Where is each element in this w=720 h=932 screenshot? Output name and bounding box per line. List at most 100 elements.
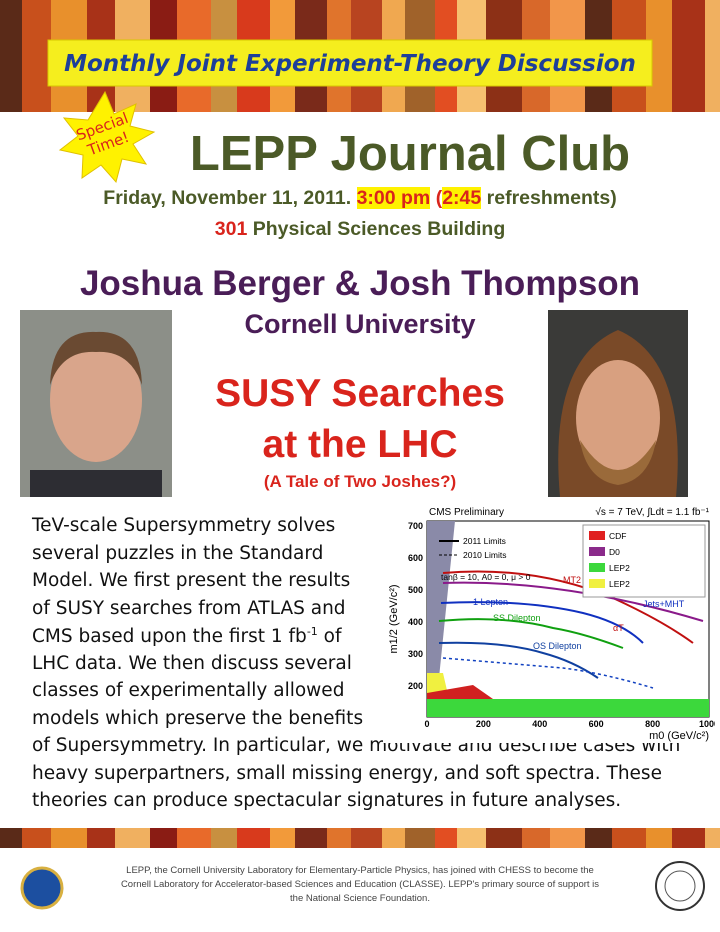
fig-curve-label: αT xyxy=(613,623,624,633)
stripe xyxy=(550,828,585,848)
legend-swatch xyxy=(589,531,605,540)
abstract-line: theories can produce spectacular signatu… xyxy=(32,790,621,811)
abstract-line: classes of experimentally allowed xyxy=(32,680,344,701)
time: 3:00 pm xyxy=(356,187,431,209)
photo-hair xyxy=(50,331,142,385)
stripe xyxy=(22,828,51,848)
stripe xyxy=(522,828,550,848)
refreshments: refreshments) xyxy=(486,187,617,209)
abstract-text: of SUSY searches from ATLAS and xyxy=(32,597,346,619)
abstract-line: of SUSY searches from ATLAS and xyxy=(32,598,346,619)
fig-y-tick: 300 xyxy=(408,649,423,659)
curve xyxy=(438,641,599,679)
fig-legend: 2011 Limits xyxy=(463,536,506,546)
legend-swatch xyxy=(589,563,605,572)
footer-line: Cornell Laboratory for Accelerator-based… xyxy=(120,879,600,890)
building: Physical Sciences Building xyxy=(252,218,506,240)
date: Friday, November 11, 2011. xyxy=(103,187,352,209)
stripe xyxy=(0,0,22,112)
stripe xyxy=(295,828,327,848)
talk-title: SUSY Searches xyxy=(215,372,505,415)
stripe xyxy=(150,828,177,848)
stripe xyxy=(237,828,270,848)
stripe xyxy=(211,828,237,848)
stripe xyxy=(457,828,486,848)
fig-legend-right: LEP2 xyxy=(609,579,630,589)
curve xyxy=(438,618,624,649)
date-line: Friday, November 11, 2011. 3:00 pm (2:45… xyxy=(0,187,720,210)
footer-line: the National Science Foundation. xyxy=(290,893,430,904)
stripe xyxy=(585,828,612,848)
speakers: Joshua Berger & Josh Thompson xyxy=(79,264,641,303)
fig-y-label: m1/2 (GeV/c²) xyxy=(388,584,400,653)
abstract-text: heavy superpartners, small missing energ… xyxy=(32,762,662,784)
footer-line: LEPP, the Cornell University Laboratory … xyxy=(126,865,594,876)
abstract-line: heavy superpartners, small missing energ… xyxy=(32,763,662,784)
fig-legend-right: LEP2 xyxy=(609,563,630,573)
banner-text: Monthly Joint Experiment-Theory Discussi… xyxy=(64,51,636,77)
fig-x-tick: 600 xyxy=(589,719,604,729)
fig-curve-label: OS Dilepton xyxy=(533,641,582,651)
fig-legend: 2010 Limits xyxy=(463,550,506,560)
abstract-text: TeV-scale Supersymmetry solves xyxy=(32,515,336,536)
abstract-text: Model. We first present the results xyxy=(32,570,351,591)
stripe xyxy=(51,828,87,848)
stripe xyxy=(672,828,705,848)
stripe xyxy=(705,828,720,848)
talk-subtitle: (A Tale of Two Joshes?) xyxy=(263,472,457,491)
fig-y-tick: 500 xyxy=(408,585,423,595)
abstract-text: LHC data. We then discuss several xyxy=(32,652,352,674)
stripe xyxy=(435,828,457,848)
room: 301 xyxy=(214,218,248,240)
photo-shirt xyxy=(30,470,162,497)
curve xyxy=(442,657,654,689)
abstract-line: LHC data. We then discuss several xyxy=(32,653,352,674)
photo-face xyxy=(576,360,660,476)
stripe xyxy=(672,0,705,112)
legend-swatch xyxy=(589,547,605,556)
fig-x-tick: 200 xyxy=(476,719,491,729)
stripe xyxy=(705,0,720,112)
stripe xyxy=(87,828,115,848)
fig-x-tick: 1000 xyxy=(699,719,715,729)
stripe-band xyxy=(0,828,720,848)
curve xyxy=(440,601,644,644)
location: 301 Physical Sciences Building xyxy=(0,218,720,241)
affiliation: Cornell University xyxy=(244,309,476,339)
stripe xyxy=(382,828,405,848)
abstract-text: theories can produce spectacular signatu… xyxy=(32,790,622,811)
paren: ( xyxy=(435,187,443,209)
superscript: -1 xyxy=(306,625,318,638)
fig-legend-right: D0 xyxy=(609,547,620,557)
fig-y-tick: 400 xyxy=(408,617,423,627)
abstract-line: CMS based upon the first 1 fb-1 of xyxy=(32,625,342,647)
stripe xyxy=(177,828,211,848)
cdf-region xyxy=(427,685,493,699)
fig-y-tick: 200 xyxy=(408,681,423,691)
talk-title: at the LHC xyxy=(262,423,458,466)
stripe xyxy=(351,828,382,848)
stripe xyxy=(646,828,672,848)
stripe xyxy=(22,0,51,112)
stripe xyxy=(612,828,646,848)
abstract-line: Model. We first present the results xyxy=(32,570,350,591)
abstract-line: several puzzles in the Standard xyxy=(32,543,323,564)
banner-box xyxy=(47,39,653,87)
starburst xyxy=(58,90,156,184)
photo-face xyxy=(50,338,142,462)
cornell-seal xyxy=(664,870,696,902)
fig-curve-label: Jets+MHT xyxy=(643,599,685,609)
fig-legend-right: CDF xyxy=(609,531,626,541)
abstract-text: several puzzles in the Standard xyxy=(32,542,324,564)
legend-swatch xyxy=(589,579,605,588)
stripe xyxy=(327,828,351,848)
fig-energy: √s = 7 TeV, ∫Ldt = 1.1 fb⁻¹ xyxy=(595,506,709,518)
curve xyxy=(442,581,704,622)
abstract-text: of xyxy=(317,626,342,648)
stripe xyxy=(405,828,435,848)
abstract-line: models which preserve the benefits xyxy=(32,708,363,729)
lep-band xyxy=(427,699,709,717)
stripe xyxy=(0,828,22,848)
